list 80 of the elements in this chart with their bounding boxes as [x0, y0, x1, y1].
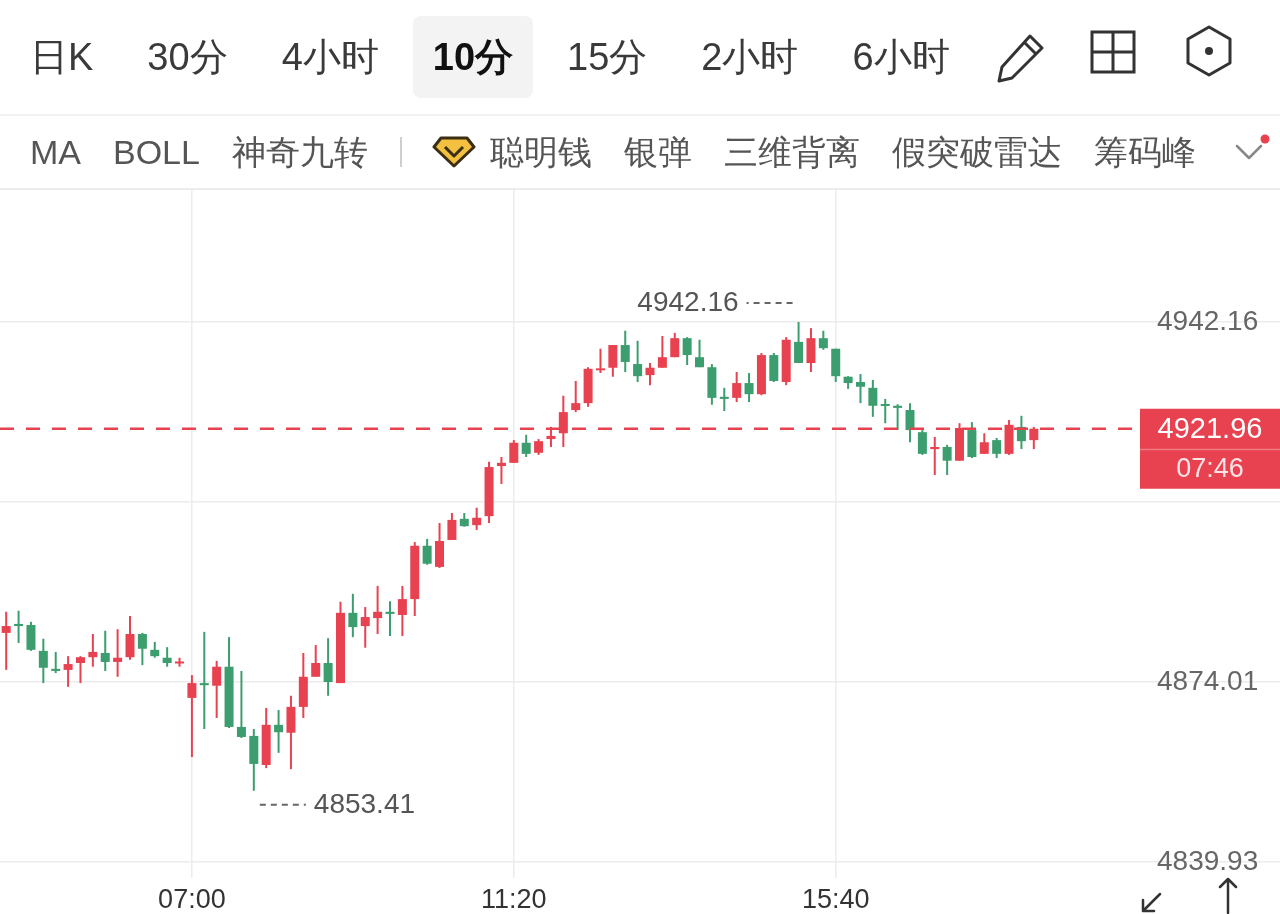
candlestick — [620, 329, 630, 373]
annotation: 4942.16 — [637, 285, 739, 317]
candlestick — [595, 347, 605, 375]
candlestick — [274, 709, 284, 754]
text: 15分 — [566, 35, 649, 80]
y-tick-label: 4874.01 — [1157, 664, 1259, 696]
candlestick — [212, 659, 222, 719]
text: 银弹 — [623, 132, 692, 172]
candlestick — [608, 344, 618, 378]
x-tick-label: 11:20 — [481, 883, 547, 914]
x-tick-label: 07:00 — [158, 883, 226, 914]
text: BOLL — [113, 132, 200, 172]
candlestick — [645, 361, 655, 387]
candlestick — [125, 615, 135, 661]
text: 4小时 — [280, 35, 380, 80]
candlestick — [695, 338, 705, 369]
candlestick — [360, 606, 370, 649]
candlestick — [38, 637, 48, 685]
ref-line-label: 4921.96 — [1157, 411, 1263, 444]
candlestick — [348, 592, 358, 639]
annotation: 4853.41 — [313, 787, 416, 819]
candlestick — [88, 632, 98, 668]
candlestick — [893, 403, 903, 432]
x-tick-label: 15:40 — [801, 883, 870, 914]
candlestick — [905, 402, 915, 444]
text: 30分 — [146, 35, 229, 80]
candlestick — [855, 373, 865, 405]
candlestick — [447, 512, 457, 541]
candlestick — [657, 335, 667, 369]
text: 筹码峰 — [1093, 132, 1196, 172]
candlestick — [385, 600, 395, 638]
candlestick — [100, 629, 110, 672]
candlestick — [670, 331, 680, 359]
candlestick — [732, 370, 742, 404]
candlestick — [979, 432, 989, 455]
candlestick — [744, 372, 754, 404]
candlestick — [137, 631, 147, 667]
candlestick — [162, 646, 172, 668]
candlestick — [75, 655, 85, 685]
candlestick — [422, 537, 432, 566]
candlestick — [63, 655, 73, 688]
candlestick — [311, 644, 321, 678]
candlestick — [942, 443, 952, 476]
text: 日K — [29, 35, 95, 80]
text: 假突破雷达 — [891, 132, 1062, 172]
candlestick — [818, 329, 828, 351]
candlestick — [397, 584, 407, 638]
y-tick-label: 4839.93 — [1157, 844, 1259, 876]
candlestick — [199, 630, 209, 731]
candlestick — [496, 456, 506, 485]
candlestick — [930, 435, 940, 476]
candlestick — [509, 439, 519, 464]
candlestick — [323, 637, 333, 697]
candlestick — [236, 669, 246, 740]
candlestick — [719, 386, 729, 413]
candlestick — [880, 397, 890, 425]
candlestick — [14, 609, 24, 644]
candlestick — [521, 433, 531, 459]
candlestick — [1, 610, 11, 671]
y-tick-label: 4942.16 — [1157, 304, 1259, 336]
candlestick — [794, 321, 804, 364]
candlestick — [571, 379, 581, 414]
text: 2小时 — [700, 35, 800, 80]
candlestick — [633, 339, 643, 384]
candlestick — [917, 429, 927, 456]
candlestick — [187, 674, 197, 759]
candlestick — [373, 584, 383, 635]
candlestick — [113, 628, 123, 678]
candlestick — [992, 437, 1002, 460]
candlestick — [868, 378, 878, 418]
selected-tab: 10分 — [412, 16, 534, 98]
text: MA — [30, 132, 81, 172]
candlestick — [472, 506, 482, 531]
text: 聪明钱 — [489, 132, 592, 172]
candlestick — [682, 336, 692, 367]
text: 三维背离 — [723, 132, 860, 172]
candlestick — [51, 650, 61, 675]
text: 神奇九转 — [231, 132, 368, 172]
text: 07:46 — [1176, 453, 1244, 484]
text: 6小时 — [851, 35, 951, 80]
